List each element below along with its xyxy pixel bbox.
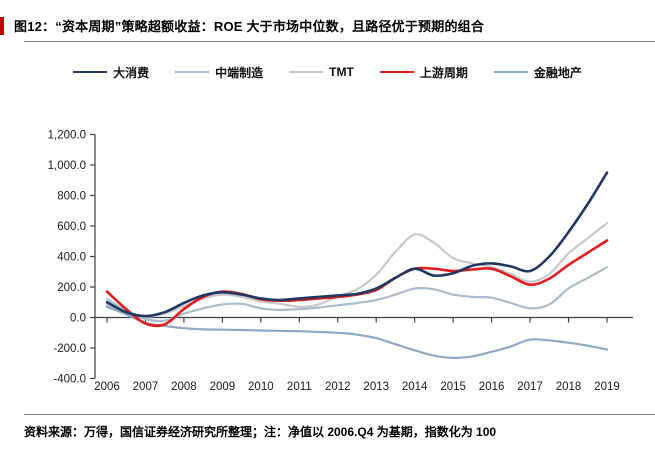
legend-item-4: 上游周期 xyxy=(379,64,468,81)
chart-area: 1,200.0 1,000.0 800.0 600.0 400.0 200.0 0.0 -20… xyxy=(0,95,655,407)
x-axis-tick-label: 2009 xyxy=(210,381,236,393)
legend-label: 大消费 xyxy=(113,65,150,80)
x-axis-tick-label: 2006 xyxy=(94,381,120,393)
legend-line-swatch xyxy=(379,71,414,73)
legend-label: TMT xyxy=(329,65,354,79)
x-axis-tick-label: 2017 xyxy=(517,381,543,393)
x-axis-tick-label: 2011 xyxy=(287,381,312,393)
x-axis-tick-label: 2016 xyxy=(479,381,505,393)
legend-item-1: 大消费 xyxy=(73,64,149,81)
y-axis-tick-label: 1,200.0 xyxy=(48,130,86,142)
legend-line-swatch xyxy=(289,71,324,73)
legend-line-swatch xyxy=(175,71,210,73)
series-line-上游周期 xyxy=(105,239,609,328)
y-axis-tick-label: 1,000.0 xyxy=(48,160,86,172)
series-line-金融地产 xyxy=(105,305,609,360)
legend-line-swatch xyxy=(493,71,528,73)
x-axis-tick-label: 2015 xyxy=(440,381,466,393)
x-axis-tick-label: 2019 xyxy=(594,381,620,393)
y-axis-tick-label: -200.0 xyxy=(53,343,86,355)
x-axis-tick-label: 2018 xyxy=(556,381,582,393)
y-axis-tick-label: 400.0 xyxy=(57,252,86,264)
y-axis-tick-label: 200.0 xyxy=(57,282,86,294)
x-axis-tick-label: 2010 xyxy=(248,381,274,393)
excess-return-line-chart: 1,200.0 1,000.0 800.0 600.0 400.0 200.0 0.0 -20… xyxy=(48,130,633,393)
title-accent-bar xyxy=(0,17,4,35)
x-axis-tick-label: 2007 xyxy=(133,381,159,393)
footer-divider xyxy=(24,414,655,415)
y-axis-tick-label: 800.0 xyxy=(57,191,86,203)
x-axis-tick-label: 2014 xyxy=(402,381,428,393)
series-line-中端制造 xyxy=(105,266,609,323)
series-line-大消费 xyxy=(105,171,609,318)
y-axis-tick-label: 600.0 xyxy=(57,221,86,233)
legend-label: 中端制造 xyxy=(215,65,264,80)
source-note: 资料来源：万得，国信证券经济研究所整理；注：净值以 2006.Q4 为基期，指数… xyxy=(24,425,497,439)
figure-title: 图12：“资本周期”策略超额收益：ROE 大于市场中位数，且路径优于预期的组合 xyxy=(14,19,485,34)
x-axis-tick-label: 2013 xyxy=(363,381,389,393)
x-axis-tick-label: 2012 xyxy=(325,381,351,393)
legend-label: 金融地产 xyxy=(533,65,582,80)
legend-label: 上游周期 xyxy=(419,65,468,80)
legend-item-3: TMT xyxy=(289,65,354,79)
y-axis-tick-label: 0.0 xyxy=(70,313,86,325)
figure-header: 图12：“资本周期”策略超额收益：ROE 大于市场中位数，且路径优于预期的组合 xyxy=(0,16,655,38)
title-divider xyxy=(24,41,655,42)
legend-line-swatch xyxy=(73,71,108,73)
legend-item-5: 金融地产 xyxy=(493,64,582,81)
legend-item-2: 中端制造 xyxy=(175,64,263,81)
chart-legend: 大消费 中端制造 TMT 上游周期 金融地产 xyxy=(0,62,655,82)
x-axis-tick-label: 2008 xyxy=(171,381,197,393)
y-axis-tick-label: -400.0 xyxy=(53,374,86,386)
